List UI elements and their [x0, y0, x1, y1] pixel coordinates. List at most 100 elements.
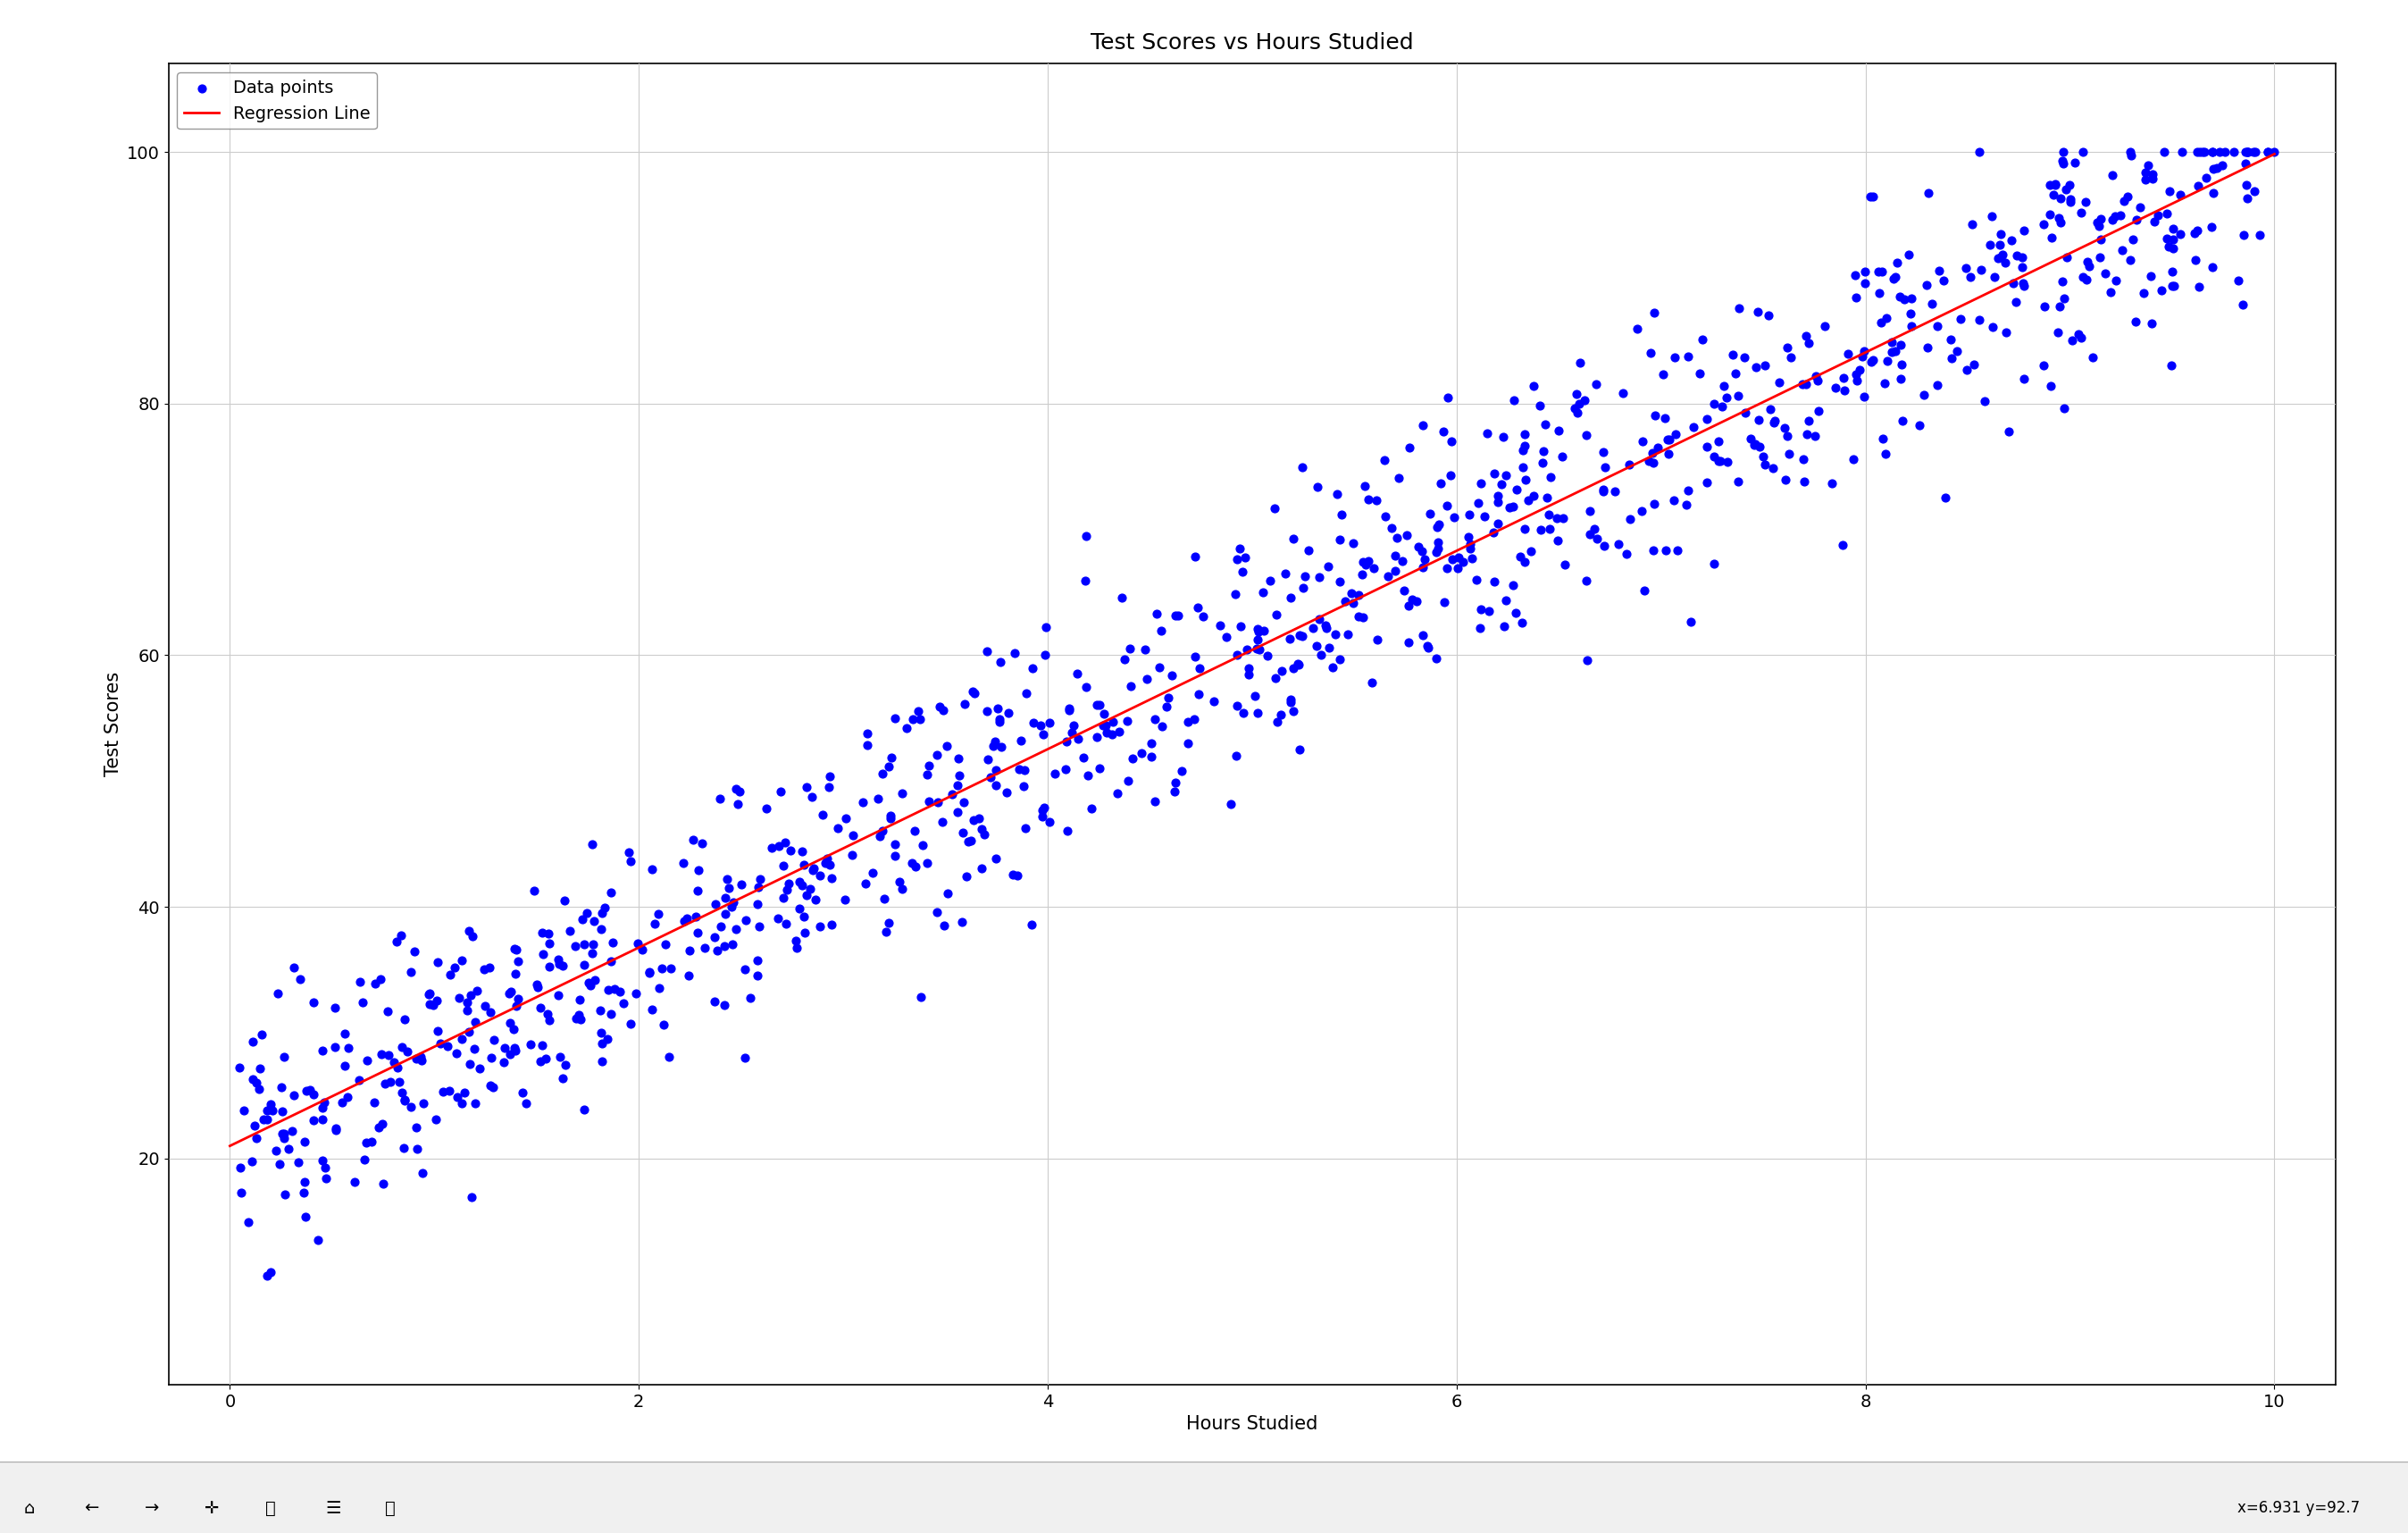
- Data points: [1512, 540, 1551, 564]
- Data points: [696, 924, 734, 949]
- Data points: [2174, 221, 2213, 245]
- Data points: [566, 1098, 604, 1122]
- Data points: [1854, 348, 1893, 373]
- Data points: [2148, 225, 2186, 250]
- Data points: [1344, 604, 1382, 629]
- Data points: [1098, 782, 1137, 806]
- Data points: [867, 920, 905, 944]
- Data points: [1175, 544, 1214, 569]
- Data points: [864, 886, 903, 911]
- Data points: [2105, 189, 2143, 213]
- Data points: [1368, 564, 1406, 589]
- Data points: [811, 763, 850, 788]
- Data points: [2153, 216, 2191, 241]
- Data points: [946, 865, 985, 889]
- Data points: [2126, 161, 2165, 185]
- Data points: [2097, 268, 2136, 293]
- Data points: [1100, 719, 1139, 744]
- Data points: [527, 1047, 566, 1072]
- Data points: [385, 1007, 424, 1032]
- Data points: [1767, 423, 1806, 448]
- Data points: [1568, 648, 1606, 673]
- Data points: [1912, 291, 1950, 316]
- Data points: [523, 1033, 561, 1058]
- Data points: [402, 1049, 441, 1073]
- Data points: [2109, 184, 2148, 208]
- Data points: [2042, 268, 2081, 293]
- Data points: [527, 1001, 566, 1026]
- Data points: [679, 878, 718, 903]
- Data points: [1996, 244, 2035, 268]
- Data points: [2194, 140, 2232, 164]
- Data points: [1300, 642, 1339, 667]
- Data points: [1238, 636, 1276, 661]
- Data points: [1505, 422, 1544, 446]
- Data points: [2068, 267, 2107, 291]
- Data points: [701, 914, 739, 938]
- Data points: [1084, 713, 1122, 737]
- Data points: [1960, 308, 1999, 333]
- Data points: [361, 967, 400, 992]
- Data points: [636, 912, 674, 937]
- Data points: [340, 969, 378, 993]
- Data points: [1031, 710, 1069, 734]
- Data points: [1274, 699, 1312, 724]
- Data points: [2227, 187, 2266, 212]
- Data points: [1975, 314, 2013, 339]
- Data points: [539, 983, 578, 1007]
- Data points: [474, 1029, 513, 1053]
- Data points: [1228, 638, 1267, 662]
- Data points: [551, 918, 590, 943]
- Data points: [1955, 353, 1994, 377]
- Data points: [653, 957, 691, 981]
- Data points: [262, 1099, 301, 1124]
- Data points: [2194, 156, 2232, 181]
- Data points: [1211, 793, 1250, 817]
- Data points: [746, 796, 785, 820]
- Data points: [368, 1042, 407, 1067]
- Data points: [811, 866, 850, 891]
- Data points: [1938, 339, 1977, 363]
- Data points: [1635, 403, 1674, 428]
- Data points: [1300, 607, 1339, 632]
- Data points: [1035, 762, 1074, 786]
- Data points: [1717, 362, 1755, 386]
- Data points: [1503, 610, 1541, 635]
- Data points: [715, 891, 754, 915]
- Data points: [1799, 368, 1837, 392]
- Data points: [1479, 510, 1517, 535]
- Data points: [354, 1090, 393, 1114]
- Data points: [1522, 518, 1560, 543]
- Data points: [2131, 311, 2170, 336]
- Data points: [573, 932, 612, 957]
- Data points: [995, 641, 1033, 665]
- Data points: [1178, 595, 1216, 619]
- Data points: [2003, 219, 2042, 244]
- Data points: [1866, 442, 1905, 466]
- Data points: [1409, 635, 1447, 659]
- Data points: [1317, 622, 1356, 647]
- Data points: [1719, 469, 1758, 494]
- Data points: [571, 973, 609, 998]
- Data points: [1741, 434, 1780, 458]
- Data points: [1339, 583, 1377, 607]
- Data points: [1218, 694, 1257, 719]
- Data points: [2073, 345, 2112, 369]
- Data points: [826, 888, 864, 912]
- Data points: [768, 912, 807, 937]
- Data points: [643, 957, 681, 981]
- Data points: [951, 829, 990, 854]
- Data points: [893, 851, 932, 875]
- Data points: [877, 832, 915, 857]
- Data points: [282, 967, 320, 992]
- Data points: [1230, 656, 1269, 681]
- Data points: [1568, 423, 1606, 448]
- Data points: [2003, 254, 2042, 279]
- Data points: [1216, 583, 1255, 607]
- Data points: [990, 701, 1028, 725]
- Data points: [2153, 354, 2191, 379]
- Data points: [1079, 725, 1117, 750]
- Data points: [1919, 259, 1958, 284]
- Data points: [1180, 656, 1218, 681]
- Data points: [1375, 543, 1413, 567]
